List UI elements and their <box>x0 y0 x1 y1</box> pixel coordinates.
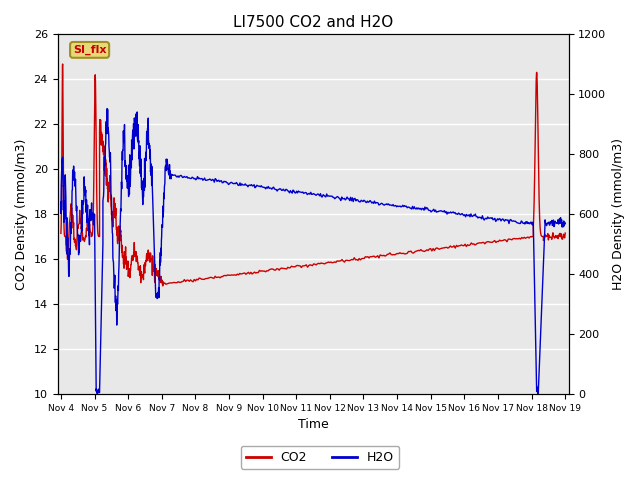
Title: LI7500 CO2 and H2O: LI7500 CO2 and H2O <box>233 15 393 30</box>
Legend: CO2, H2O: CO2, H2O <box>241 446 399 469</box>
Y-axis label: H2O Density (mmol/m3): H2O Density (mmol/m3) <box>612 138 625 290</box>
Y-axis label: CO2 Density (mmol/m3): CO2 Density (mmol/m3) <box>15 138 28 290</box>
Text: SI_flx: SI_flx <box>73 45 106 55</box>
X-axis label: Time: Time <box>298 419 328 432</box>
